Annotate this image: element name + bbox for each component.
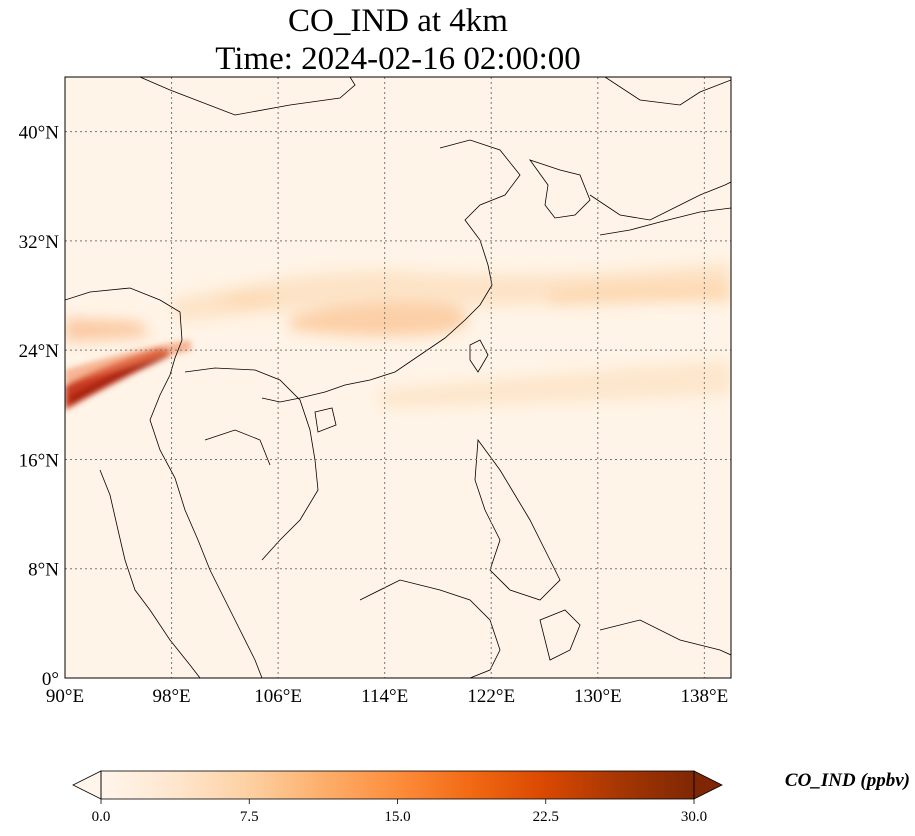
y-tick-labels: 0° 8°N 16°N 24°N 32°N 40°N <box>19 123 60 690</box>
colorbar-tick-label: 0.0 <box>92 809 111 825</box>
colorbar-extend-max <box>693 770 723 800</box>
x-tick-label: 90°E <box>46 686 84 707</box>
coastlines <box>65 77 731 678</box>
colorbar-tick-labels: 0.0 7.5 15.0 22.5 30.0 <box>92 799 707 825</box>
y-tick-label: 32°N <box>19 232 60 253</box>
colorbar-tick-label: 15.0 <box>384 809 410 825</box>
map-title-line-1: CO_IND at 4km <box>288 3 508 39</box>
co-concentration-field <box>65 77 731 678</box>
y-tick-label: 16°N <box>19 450 60 471</box>
y-tick-label: 40°N <box>19 123 60 144</box>
x-tick-label: 106°E <box>254 686 302 707</box>
x-tick-label: 114°E <box>361 686 408 707</box>
colorbar-tick-label: 30.0 <box>681 809 707 825</box>
colorbar-tick-label: 22.5 <box>533 809 559 825</box>
x-tick-label: 122°E <box>467 686 515 707</box>
x-tick-label: 98°E <box>152 686 190 707</box>
y-tick-label: 24°N <box>19 341 60 362</box>
map-frame <box>64 76 732 679</box>
x-tick-label: 138°E <box>681 686 729 707</box>
colorbar-gradient <box>101 771 694 799</box>
colorbar-extend-min <box>72 770 102 800</box>
colorbar-tick-label: 7.5 <box>240 809 259 825</box>
colorbar-label: CO_IND (ppbv) <box>784 770 910 791</box>
x-tick-label: 130°E <box>574 686 622 707</box>
gridlines <box>65 77 731 678</box>
y-tick-label: 8°N <box>28 560 59 581</box>
colorbar: 0.0 7.5 15.0 22.5 30.0 <box>72 770 723 825</box>
map-title-line-2: Time: 2024-02-16 02:00:00 <box>215 41 581 77</box>
x-tick-labels: 90°E 98°E 106°E 114°E 122°E 130°E 138°E <box>46 686 728 707</box>
y-tick-label: 0° <box>42 669 59 690</box>
